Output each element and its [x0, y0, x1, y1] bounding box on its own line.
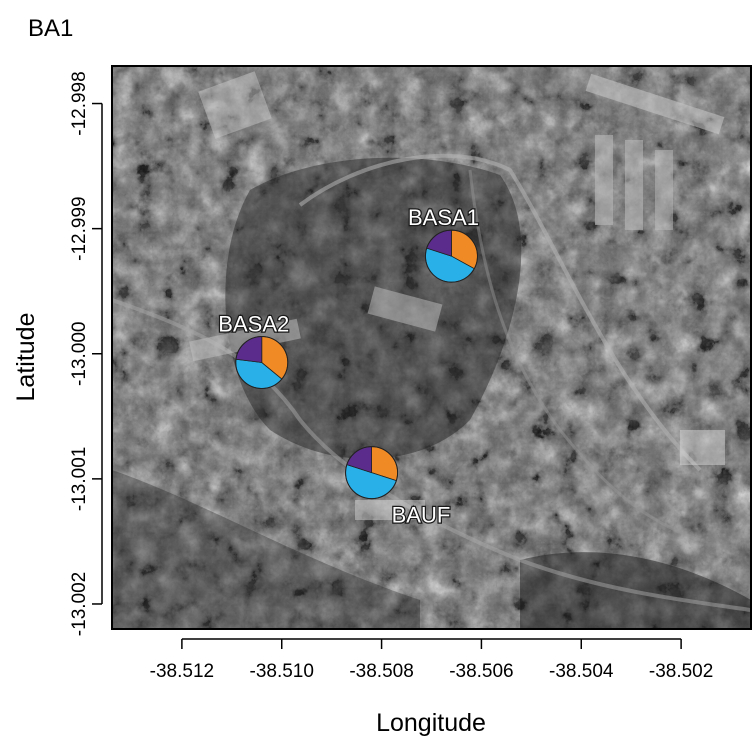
site-markers: BASA1 BASA2 BAUF: [217, 204, 480, 529]
site-label: BASA1: [408, 205, 479, 230]
x-tick-label: -38.504: [549, 661, 614, 682]
site-basa1: BASA1: [407, 204, 480, 283]
x-tick-label: -38.508: [349, 661, 413, 682]
y-tick-label: -13.002: [69, 572, 90, 636]
plot-frame: [111, 65, 752, 630]
map-background: [112, 66, 751, 629]
x-tick-label: -38.510: [250, 661, 314, 682]
site-label: BASA2: [218, 312, 289, 337]
site-label: BAUF: [392, 503, 451, 528]
site-bauf: BAUF: [345, 446, 452, 529]
pie-outline: [424, 229, 478, 283]
x-axis: -38.512 -38.510 -38.508 -38.506 -38.504 -38.5…: [150, 638, 713, 682]
y-tick-label: -13.000: [69, 322, 90, 386]
y-axis: -12.998 -12.999 -13.000 -13.001 -13.002: [69, 71, 103, 636]
y-tick-label: -12.998: [69, 71, 90, 135]
y-axis-title: Latitude: [12, 313, 40, 402]
pie-outline: [345, 446, 399, 500]
figure-title: BA1: [28, 15, 73, 42]
x-tick-label: -38.512: [150, 661, 214, 682]
site-basa2: BASA2: [217, 310, 290, 390]
pie-outline: [235, 336, 289, 390]
y-tick-label: -12.999: [69, 196, 90, 260]
x-tick-label: -38.506: [449, 661, 513, 682]
y-tick-label: -13.001: [69, 447, 90, 511]
x-axis-title: Longitude: [376, 709, 486, 737]
x-tick-label: -38.502: [649, 661, 713, 682]
